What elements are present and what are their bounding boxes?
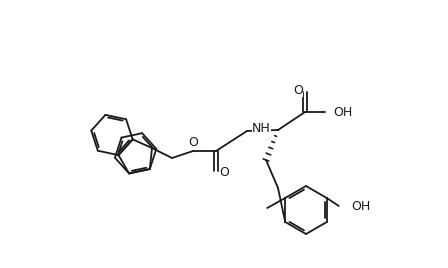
Text: O: O [188, 136, 198, 148]
Text: O: O [293, 84, 303, 96]
Text: OH: OH [333, 106, 352, 118]
Text: NH: NH [252, 121, 271, 135]
Text: O: O [219, 166, 229, 180]
Text: OH: OH [351, 199, 370, 213]
